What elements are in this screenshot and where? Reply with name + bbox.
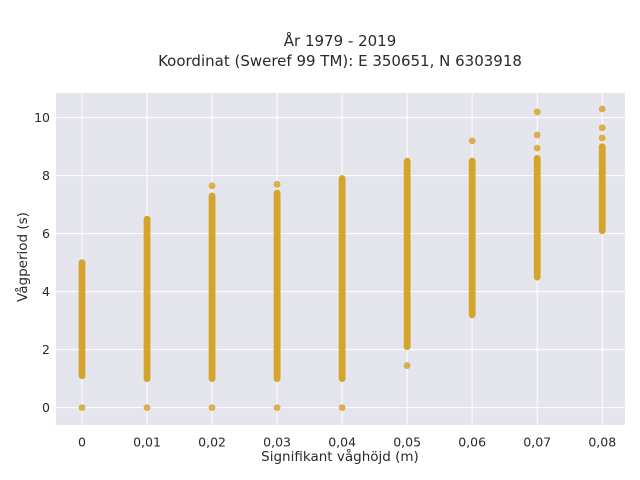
data-point-column [273, 189, 281, 383]
x-axis-ticks: 0 0,01 0,02 0,03 0,04 0,05 0,06 0,07 0,08 [78, 435, 616, 450]
y-tick-label: 10 [34, 110, 50, 125]
y-axis-label: Vågperiod (s) [14, 212, 31, 302]
data-point-column [143, 215, 151, 383]
data-point [78, 404, 86, 412]
x-tick-label: 0,02 [198, 435, 226, 450]
x-tick-label: 0,04 [328, 435, 356, 450]
data-point [273, 404, 281, 412]
data-point-column [78, 259, 86, 380]
data-point-column [208, 192, 216, 383]
chart-title: År 1979 - 2019 [284, 31, 397, 50]
data-point [403, 362, 411, 369]
y-tick-label: 0 [42, 400, 50, 415]
data-point [598, 105, 606, 113]
chart-subtitle: Koordinat (Sweref 99 TM): E 350651, N 63… [158, 52, 522, 70]
data-point [533, 108, 541, 116]
data-point [533, 144, 541, 152]
y-tick-label: 2 [42, 342, 50, 357]
data-point [208, 404, 216, 412]
x-tick-label: 0,03 [263, 435, 291, 450]
x-axis-label: Signifikant våghöjd (m) [261, 448, 419, 465]
data-point [208, 182, 216, 190]
x-tick-label: 0,05 [393, 435, 421, 450]
y-tick-label: 6 [42, 226, 50, 241]
x-tick-label: 0,01 [133, 435, 161, 450]
data-point [468, 137, 476, 145]
x-tick-label: 0,07 [523, 435, 551, 450]
data-point-column [533, 154, 541, 281]
x-tick-label: 0,08 [588, 435, 616, 450]
data-point [598, 134, 606, 142]
data-point [533, 131, 541, 139]
data-point-column [403, 157, 411, 351]
data-point [598, 124, 606, 132]
y-tick-label: 4 [42, 284, 50, 299]
data-point-column [598, 143, 606, 235]
y-axis-ticks: 0 2 4 6 8 10 [34, 110, 50, 415]
data-points [78, 105, 606, 412]
data-point [338, 404, 346, 412]
data-point [143, 404, 151, 412]
y-tick-label: 8 [42, 168, 50, 183]
x-tick-label: 0,06 [458, 435, 486, 450]
data-point-column [338, 175, 346, 383]
x-tick-label: 0 [78, 435, 86, 450]
data-point-column [468, 157, 476, 319]
data-point [273, 180, 281, 188]
